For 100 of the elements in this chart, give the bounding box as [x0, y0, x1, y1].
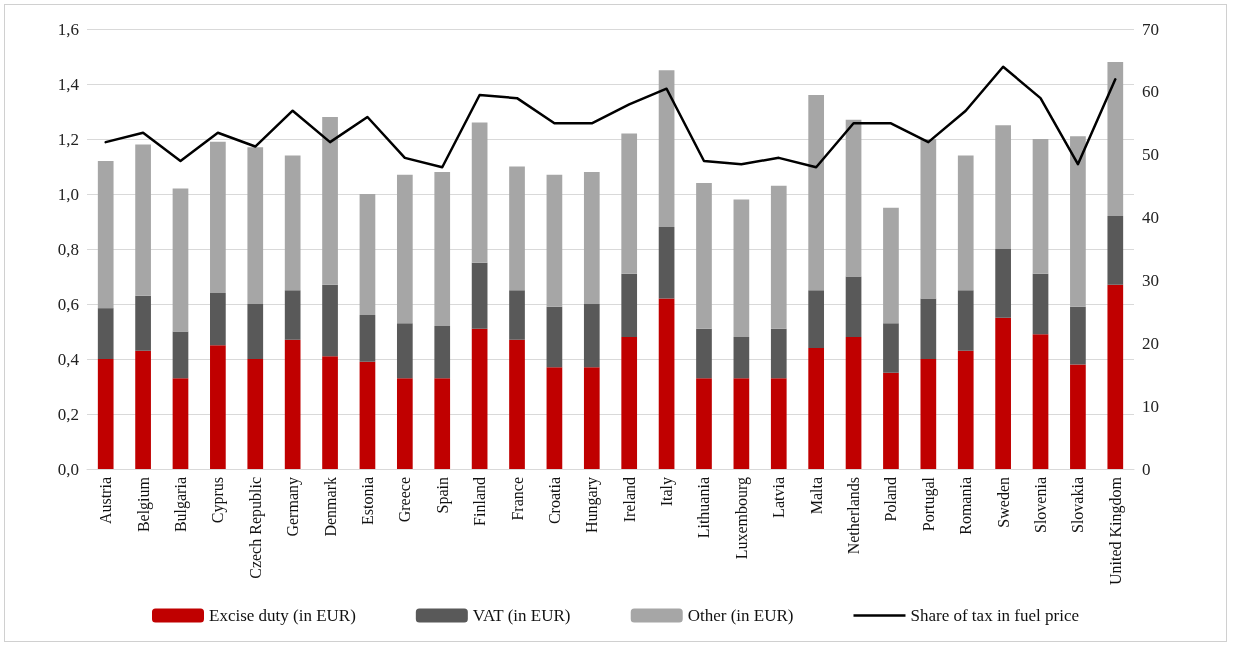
bar: [995, 125, 1011, 249]
bar: [696, 378, 712, 469]
x-tick-label: Slovakia: [1069, 477, 1087, 533]
bar: [172, 331, 189, 379]
y-tick-label: 1,6: [57, 19, 79, 39]
x-tick-label: Spain: [433, 477, 452, 514]
bar: [247, 359, 264, 469]
bar: [920, 298, 937, 359]
x-tick-label: Czech Republic: [246, 477, 265, 579]
y2-tick-label: 60: [1142, 82, 1159, 102]
y-tick-label: 1,4: [57, 74, 80, 94]
bar: [546, 367, 563, 469]
y-tick-label: 1,2: [57, 129, 79, 149]
x-tick-label: Slovenia: [1032, 477, 1050, 533]
bar: [97, 308, 114, 359]
bar: [995, 317, 1011, 469]
bar: [471, 122, 488, 263]
x-tick-label: Hungary: [583, 477, 602, 533]
x-tick-label: France: [508, 477, 526, 521]
x-tick-label: Malta: [807, 477, 825, 515]
bar: [97, 359, 114, 469]
bar: [696, 183, 712, 329]
x-tick-label: Bulgaria: [171, 477, 190, 533]
bar: [396, 174, 413, 324]
bar: [583, 304, 600, 368]
bar: [247, 147, 264, 304]
bar: [733, 378, 750, 469]
bar: [845, 276, 862, 337]
bar: [920, 139, 937, 299]
x-tick-label: Denmark: [321, 477, 339, 537]
x-tick-label: Estonia: [358, 477, 376, 525]
bar: [621, 273, 638, 337]
bar: [359, 361, 376, 469]
bar: [434, 172, 451, 326]
bar: [1107, 216, 1124, 285]
bar: [359, 315, 376, 362]
bar: [509, 290, 525, 340]
bar: [733, 199, 750, 337]
bar: [583, 367, 600, 469]
legend-label: Other (in EUR): [687, 606, 794, 625]
bar: [770, 328, 787, 379]
bar: [135, 144, 151, 296]
bar: [434, 326, 451, 379]
bar: [322, 117, 338, 285]
x-tick-label: Ireland: [620, 477, 638, 523]
y-tick-label: 0,4: [57, 349, 80, 369]
y-tick-label: 1,0: [57, 184, 79, 204]
bar: [883, 323, 899, 373]
y2-tick-label: 20: [1142, 333, 1159, 353]
x-tick-label: Germany: [284, 477, 303, 537]
y2-tick-label: 40: [1142, 208, 1159, 228]
bar: [1070, 364, 1086, 469]
x-tick-label: Sweden: [994, 477, 1012, 528]
bar: [1032, 334, 1049, 469]
bar: [135, 350, 151, 469]
bar: [1070, 136, 1086, 307]
bar: [509, 339, 525, 469]
x-tick-label: Portugal: [919, 476, 938, 532]
bar: [920, 359, 937, 469]
bar: [845, 119, 862, 277]
bar: [883, 207, 899, 324]
bar: [546, 174, 563, 307]
bar: [696, 328, 712, 379]
y-tick-label: 0,2: [57, 404, 79, 424]
bar: [658, 298, 675, 469]
bar: [509, 166, 525, 291]
bar: [621, 133, 638, 274]
x-tick-label: Netherlands: [845, 477, 863, 555]
bar: [733, 337, 750, 379]
bar: [1107, 284, 1124, 469]
bar: [396, 323, 413, 379]
bar: [621, 337, 638, 469]
bar: [808, 348, 825, 469]
y2-tick-label: 10: [1142, 396, 1159, 416]
bar: [284, 155, 301, 291]
bar: [658, 227, 675, 299]
x-tick-label: Italy: [658, 477, 677, 507]
bar: [284, 290, 301, 340]
bar: [808, 95, 825, 291]
bar: [210, 141, 226, 293]
x-tick-label: Latvia: [770, 477, 788, 518]
bar: [995, 249, 1011, 318]
y2-tick-label: 50: [1142, 145, 1159, 165]
bar: [471, 262, 488, 329]
y2-tick-label: 30: [1142, 270, 1159, 290]
bar: [359, 194, 376, 315]
bar: [322, 284, 338, 357]
y2-tick-label: 70: [1142, 19, 1159, 39]
x-tick-label: Luxembourg: [732, 477, 751, 560]
bar: [322, 356, 338, 469]
bar: [770, 378, 787, 469]
bar: [1032, 273, 1049, 335]
bar: [883, 372, 899, 469]
bar: [658, 70, 675, 227]
bar: [808, 290, 825, 348]
bar: [845, 337, 862, 469]
legend-label: VAT (in EUR): [472, 606, 571, 625]
bar: [471, 328, 488, 469]
y-tick-label: 0,6: [57, 294, 79, 314]
y-tick-label: 0,0: [57, 459, 79, 479]
